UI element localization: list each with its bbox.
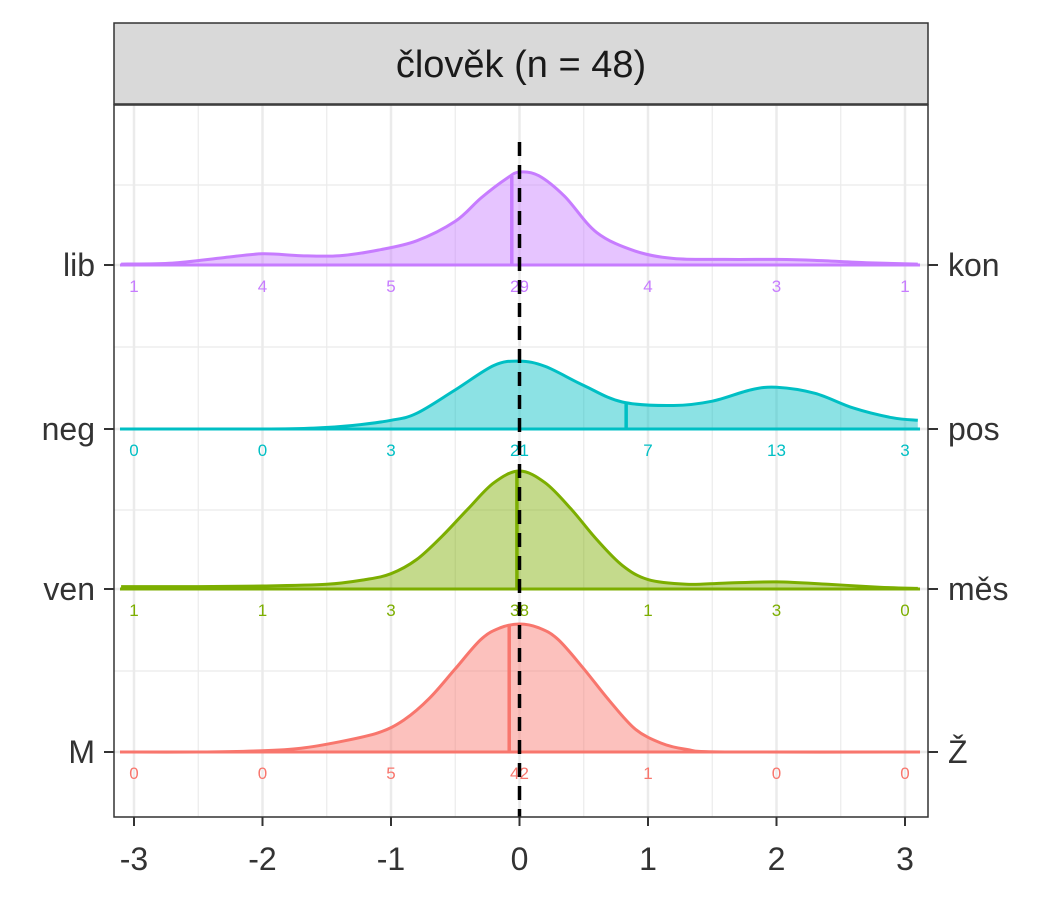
count-label: 3 <box>772 277 781 296</box>
y-left-label: M <box>68 734 95 770</box>
x-tick-label: -1 <box>377 841 405 877</box>
count-label: 5 <box>386 277 395 296</box>
count-label: 13 <box>767 441 786 460</box>
x-tick-label: 3 <box>896 841 914 877</box>
count-label: 1 <box>129 601 138 620</box>
count-label: 1 <box>900 277 909 296</box>
y-left-label: ven <box>43 571 95 607</box>
count-label: 0 <box>900 764 909 783</box>
density-curve <box>121 469 918 590</box>
count-label: 7 <box>643 441 652 460</box>
y-right-label: kon <box>948 247 1000 283</box>
x-tick-label: 2 <box>768 841 786 877</box>
y-left-label: neg <box>42 411 95 447</box>
density-curve <box>121 622 918 754</box>
y-left-label: lib <box>63 247 95 283</box>
y-right-label: měs <box>948 571 1008 607</box>
count-label: 4 <box>258 277 267 296</box>
panel-border <box>113 104 929 818</box>
y-right-label: pos <box>948 411 1000 447</box>
count-label: 1 <box>643 764 652 783</box>
count-label: 1 <box>258 601 267 620</box>
x-tick-label: 0 <box>511 841 529 877</box>
count-label: 3 <box>386 441 395 460</box>
x-tick-label: -3 <box>120 841 148 877</box>
count-label: 3 <box>900 441 909 460</box>
facet-title: člověk (n = 48) <box>396 44 646 86</box>
count-label: 0 <box>258 441 267 460</box>
count-label: 5 <box>386 764 395 783</box>
count-label: 0 <box>129 764 138 783</box>
density-curve <box>121 359 918 431</box>
density-curve <box>121 170 918 266</box>
count-label: 3 <box>386 601 395 620</box>
count-label: 3 <box>772 601 781 620</box>
x-tick-label: -2 <box>248 841 276 877</box>
density-area <box>121 624 918 753</box>
count-label: 0 <box>900 601 909 620</box>
count-label: 0 <box>772 764 781 783</box>
facet-strip <box>113 22 929 105</box>
x-tick-label: 1 <box>639 841 657 877</box>
count-label: 0 <box>129 441 138 460</box>
count-label: 0 <box>258 764 267 783</box>
count-label: 1 <box>129 277 138 296</box>
count-label: 1 <box>643 601 652 620</box>
density-area <box>121 471 918 589</box>
y-right-label: Ž <box>948 734 968 770</box>
count-label: 4 <box>643 277 652 296</box>
